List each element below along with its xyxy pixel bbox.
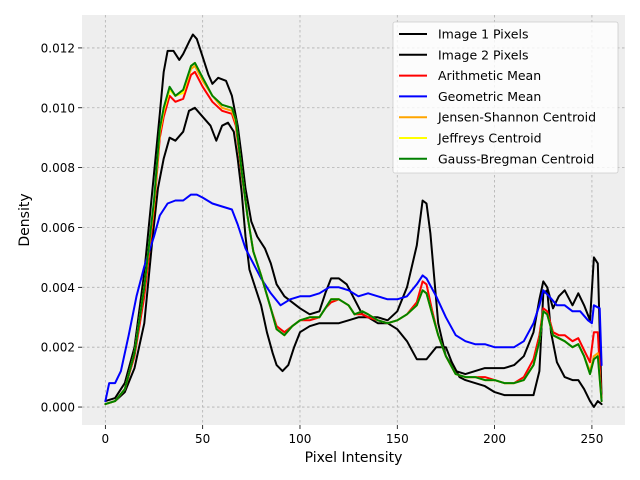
series-line-gauss-bregman-centroid [104, 61, 603, 406]
legend-label: Jensen-Shannon Centroid [437, 110, 596, 125]
x-axis-label: Pixel Intensity [305, 450, 403, 466]
legend: Image 1 Pixels Image 2 Pixels Arithmetic M… [392, 21, 619, 174]
legend-label: Image 2 Pixels [438, 47, 528, 62]
y-axis-ticks: 0.000 0.002 0.004 0.006 0.008 0.010 0.012 [41, 41, 82, 415]
x-tick-label: 200 [483, 432, 506, 446]
y-tick-label: 0.002 [41, 341, 75, 355]
y-tick-label: 0.004 [41, 281, 75, 295]
x-tick-label: 150 [386, 432, 409, 446]
y-tick-label: 0.008 [41, 161, 75, 175]
legend-label: Image 1 Pixels [438, 27, 528, 42]
x-tick-label: 100 [289, 432, 312, 446]
x-tick-label: 0 [102, 432, 110, 446]
y-tick-label: 0.012 [41, 41, 75, 55]
y-tick-label: 0.010 [41, 101, 75, 115]
series-line-image-1-pixels [104, 33, 603, 403]
legend-label: Jeffreys Centroid [437, 131, 542, 146]
x-tick-label: 50 [195, 432, 210, 446]
series-lines [104, 33, 603, 408]
legend-label: Geometric Mean [438, 89, 541, 104]
legend-label: Arithmetic Mean [438, 68, 541, 83]
legend-box [392, 21, 619, 174]
y-axis-label: Density [17, 193, 33, 246]
legend-label: Gauss-Bregman Centroid [438, 151, 594, 166]
grid-lines [82, 15, 625, 425]
x-axis-ticks: 0 50 100 150 200 250 [102, 425, 603, 446]
series-line-geometric-mean [104, 193, 603, 403]
x-tick-label: 250 [580, 432, 603, 446]
y-tick-label: 0.006 [41, 221, 75, 235]
y-tick-label: 0.000 [41, 401, 75, 415]
